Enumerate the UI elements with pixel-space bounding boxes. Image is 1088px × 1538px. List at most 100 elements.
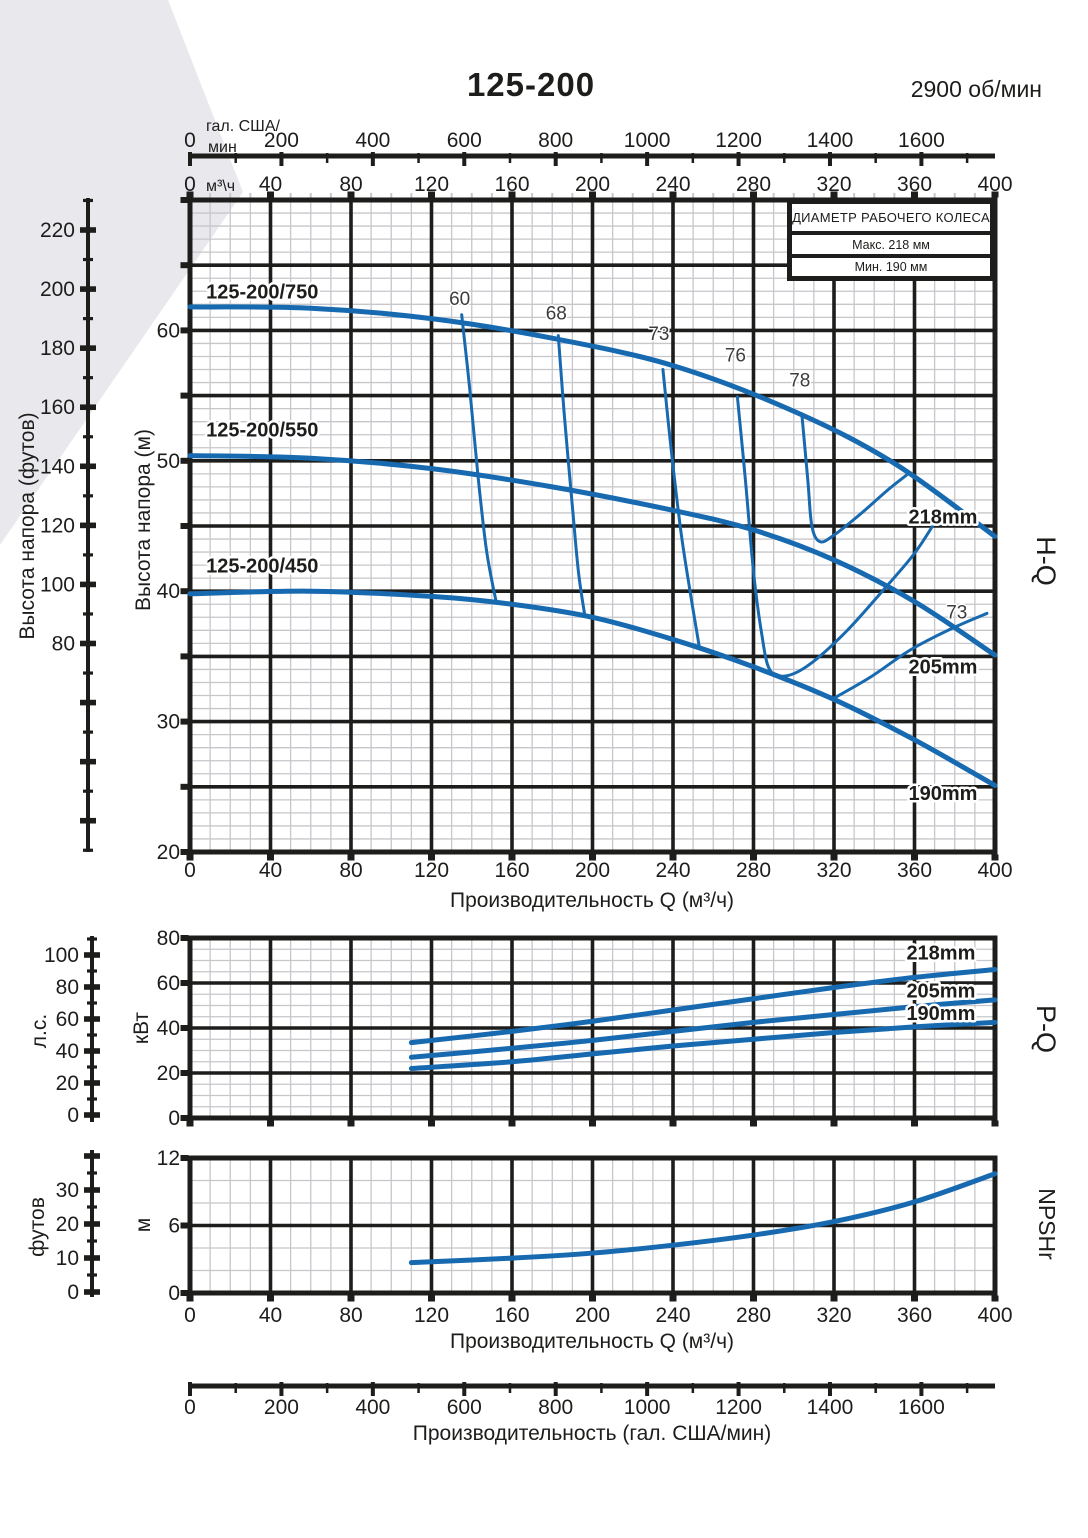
svg-text:40: 40 (56, 1040, 79, 1063)
svg-text:400: 400 (355, 129, 390, 152)
svg-text:800: 800 (538, 129, 573, 152)
svg-text:125-200/450: 125-200/450 (206, 555, 318, 577)
svg-text:205mm: 205mm (906, 981, 975, 1003)
svg-text:80: 80 (339, 859, 362, 882)
svg-text:6: 6 (168, 1215, 180, 1238)
svg-text:200: 200 (40, 278, 75, 301)
svg-text:40: 40 (157, 1017, 180, 1040)
hq-efficiency-curve-68 (556, 334, 586, 615)
svg-text:10: 10 (56, 1247, 79, 1270)
svg-text:360: 360 (897, 173, 932, 196)
hq-labels: 125-200/750 125-200/550 125-200/450 60 68 73 7… (204, 279, 980, 807)
svg-text:1400: 1400 (807, 1396, 854, 1419)
svg-text:120: 120 (414, 859, 449, 882)
legend-title: ДИАМЕТР РАБОЧЕГО КОЛЕСА (792, 204, 990, 232)
svg-text:80: 80 (52, 633, 75, 656)
svg-text:280: 280 (736, 859, 771, 882)
svg-text:50: 50 (157, 450, 180, 473)
hq-efficiency-curve-73 (832, 611, 989, 700)
hq-efficiency-curve-60 (460, 313, 498, 602)
svg-text:320: 320 (816, 859, 851, 882)
svg-text:600: 600 (447, 1396, 482, 1419)
svg-text:NPSHr: NPSHr (1034, 1188, 1060, 1260)
legend-min-diameter: Мин. 190 мм (792, 257, 990, 276)
svg-text:100: 100 (44, 944, 79, 967)
svg-text:1000: 1000 (624, 1396, 671, 1419)
svg-text:200: 200 (575, 1304, 610, 1327)
svg-text:30: 30 (157, 711, 180, 734)
hq-curve-205mm (187, 453, 998, 658)
pq-secondary-ruler: 0 20 40 60 80 100 (44, 936, 100, 1127)
svg-text:160: 160 (494, 173, 529, 196)
np-grid (180, 1155, 999, 1302)
svg-text:Производительность Q (м³/ч): Производительность Q (м³/ч) (450, 1330, 734, 1353)
hq-grid (180, 191, 999, 861)
svg-text:60: 60 (449, 289, 470, 310)
rpm-label: 2900 об/мин (910, 76, 1042, 102)
svg-text:0: 0 (67, 1281, 79, 1304)
page-title: 125-200 (466, 66, 596, 103)
svg-text:76: 76 (725, 346, 746, 367)
svg-text:0: 0 (184, 859, 196, 882)
svg-text:190mm: 190mm (908, 783, 977, 805)
hq-efficiency-curve-78 (800, 412, 908, 544)
hq-curve-218mm (187, 304, 998, 539)
svg-text:20: 20 (157, 1062, 180, 1085)
svg-text:280: 280 (736, 173, 771, 196)
svg-text:60: 60 (157, 972, 180, 995)
svg-text:240: 240 (655, 173, 690, 196)
svg-text:60: 60 (157, 319, 180, 342)
svg-text:1200: 1200 (715, 129, 762, 152)
svg-text:360: 360 (897, 1304, 932, 1327)
svg-text:40: 40 (259, 859, 282, 882)
svg-text:240: 240 (655, 1304, 690, 1327)
page-corner-shade (0, 0, 243, 545)
svg-text:Производительность (гал. США/м: Производительность (гал. США/мин) (413, 1422, 771, 1445)
svg-text:0: 0 (184, 129, 196, 152)
svg-text:H-Q: H-Q (1031, 536, 1061, 586)
svg-text:200: 200 (575, 859, 610, 882)
svg-text:160: 160 (494, 859, 529, 882)
hq-curves (187, 304, 998, 788)
svg-text:0: 0 (184, 173, 196, 196)
svg-text:320: 320 (816, 173, 851, 196)
svg-text:0: 0 (168, 1282, 180, 1305)
np-secondary-ruler: 0 10 20 30 (56, 1150, 100, 1304)
impeller-diameter-legend: ДИАМЕТР РАБОЧЕГО КОЛЕСА Макс. 218 мм Мин… (787, 199, 995, 281)
svg-text:125-200/550: 125-200/550 (206, 420, 318, 442)
flow-axis-gal-bottom: 0 200 400 600 800 1000 1200 1400 1600 Производите… (184, 1382, 995, 1445)
svg-text:600: 600 (447, 129, 482, 152)
svg-text:360: 360 (897, 859, 932, 882)
np-curves (408, 1171, 998, 1266)
pq-curve-190mm (408, 1019, 998, 1071)
svg-text:30: 30 (56, 1179, 79, 1202)
svg-text:140: 140 (40, 455, 75, 478)
svg-text:80: 80 (56, 976, 79, 999)
svg-text:400: 400 (355, 1396, 390, 1419)
svg-text:120: 120 (414, 173, 449, 196)
svg-text:800: 800 (538, 1396, 573, 1419)
svg-text:180: 180 (40, 337, 75, 360)
svg-text:73: 73 (648, 324, 669, 345)
svg-text:125-200/750: 125-200/750 (206, 281, 318, 303)
svg-text:280: 280 (736, 1304, 771, 1327)
svg-text:гал. США/: гал. США/ (206, 118, 281, 135)
svg-text:120: 120 (40, 514, 75, 537)
svg-text:1200: 1200 (715, 1396, 762, 1419)
pq-curves (408, 967, 998, 1071)
hq-efficiency-curve-73 (661, 368, 701, 648)
svg-text:190mm: 190mm (906, 1003, 975, 1025)
svg-text:320: 320 (816, 1304, 851, 1327)
svg-text:20: 20 (56, 1213, 79, 1236)
np-curve-NPSHr (408, 1171, 998, 1266)
svg-text:400: 400 (977, 859, 1012, 882)
svg-text:л.с.: л.с. (28, 1014, 51, 1048)
pq-curve-205mm (408, 997, 998, 1060)
svg-text:68: 68 (546, 303, 567, 324)
svg-text:80: 80 (157, 927, 180, 950)
svg-text:Производительность Q (м³/ч): Производительность Q (м³/ч) (450, 889, 734, 912)
pq-curve-218mm (408, 967, 998, 1046)
